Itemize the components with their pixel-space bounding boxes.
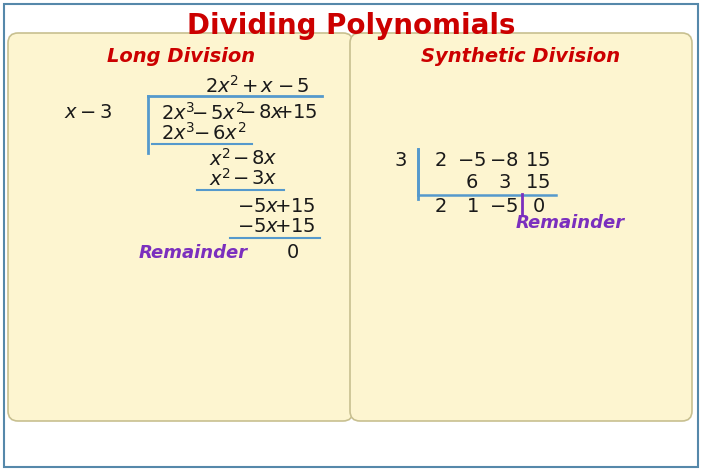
Text: $0$: $0$ [531, 196, 545, 216]
Text: $-5$: $-5$ [489, 196, 519, 216]
Text: $-\,8x$: $-\,8x$ [239, 104, 285, 122]
Text: $-5$: $-5$ [458, 152, 486, 171]
Text: $+15$: $+15$ [274, 196, 316, 216]
Text: $3$: $3$ [394, 152, 406, 171]
Text: $2x^3$: $2x^3$ [161, 122, 195, 144]
Text: $0$: $0$ [286, 244, 298, 262]
Text: $1$: $1$ [465, 196, 478, 216]
Text: Synthetic Division: Synthetic Division [421, 47, 621, 65]
Text: $15$: $15$ [525, 152, 550, 171]
Text: $+15$: $+15$ [277, 104, 318, 122]
Text: $-\,6x^2$: $-\,6x^2$ [193, 122, 247, 144]
FancyBboxPatch shape [350, 33, 692, 421]
Text: $x-3$: $x-3$ [64, 104, 112, 122]
Text: $2$: $2$ [434, 196, 446, 216]
Text: $2x^2$: $2x^2$ [205, 75, 239, 97]
Text: $2$: $2$ [434, 152, 446, 171]
Text: $+15$: $+15$ [274, 217, 316, 236]
Text: $15$: $15$ [525, 173, 550, 193]
Text: Remainder: Remainder [515, 214, 625, 232]
Text: Long Division: Long Division [107, 47, 255, 65]
Text: $-5x$: $-5x$ [237, 196, 279, 216]
Text: $x^2$: $x^2$ [209, 148, 231, 170]
Text: $2x^3$: $2x^3$ [161, 102, 195, 124]
FancyBboxPatch shape [8, 33, 353, 421]
Text: $x^2$: $x^2$ [209, 168, 231, 190]
Text: $-\,5x^2$: $-\,5x^2$ [191, 102, 245, 124]
Text: Dividing Polynomials: Dividing Polynomials [187, 12, 515, 40]
Text: $+\,x$: $+\,x$ [241, 76, 274, 96]
Text: $-5x$: $-5x$ [237, 217, 279, 236]
Text: $-\,3x$: $-\,3x$ [232, 170, 278, 188]
Text: $-\,5$: $-\,5$ [277, 76, 309, 96]
Text: Remainder: Remainder [138, 244, 248, 262]
Text: $3$: $3$ [498, 173, 510, 193]
Text: $-8$: $-8$ [489, 152, 519, 171]
Text: $-\,8x$: $-\,8x$ [232, 149, 278, 169]
Text: $6$: $6$ [465, 173, 479, 193]
